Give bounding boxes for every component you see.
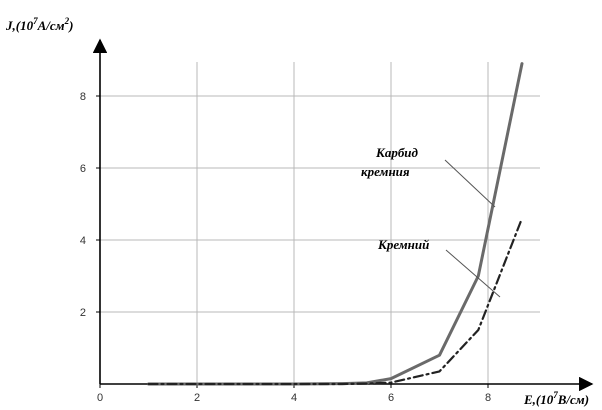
- y-tick-label-3: 8: [80, 91, 86, 103]
- series-line-si: [147, 217, 524, 386]
- y-axis-label-sup2: 2: [64, 16, 70, 26]
- series-label-si: Кремний: [377, 237, 429, 252]
- y-axis-label-close: ): [68, 18, 73, 33]
- grid: [100, 62, 540, 384]
- series-lines: [147, 62, 524, 386]
- axes: [92, 38, 594, 392]
- series-line-sic: [147, 62, 524, 386]
- x-tick-label-0: 0: [97, 392, 103, 404]
- x-tick-label-2: 4: [291, 392, 297, 404]
- tick-labels: 0 2 4 6 8 2 4 6 8: [80, 91, 491, 404]
- x-tick-label-4: 8: [485, 392, 491, 404]
- y-tick-label-2: 6: [80, 163, 86, 175]
- y-axis-label-sup: 7: [33, 16, 38, 26]
- y-axis-label: J,(107A/см2): [5, 16, 73, 33]
- x-axis-label-tail: В/см): [557, 392, 589, 407]
- y-axis-label-tail: A/см: [37, 18, 65, 33]
- x-axis-label: E,(107В/см): [523, 390, 589, 407]
- y-tick-label-1: 4: [80, 235, 86, 247]
- y-tick-label-0: 2: [80, 307, 86, 319]
- x-axis-label-main: E,(10: [523, 392, 554, 407]
- y-axis-label-main: J,(10: [5, 18, 34, 33]
- annotation-pointer-si: [445, 249, 501, 298]
- x-tick-label-1: 2: [194, 392, 200, 404]
- series-label-sic-line2: кремния: [361, 164, 410, 179]
- series-label-sic-line1: Карбид: [375, 145, 419, 160]
- x-tick-label-3: 6: [388, 392, 394, 404]
- x-axis-label-sup: 7: [553, 390, 558, 400]
- annotation-pointer-sic: [444, 159, 496, 208]
- annotations: [444, 159, 501, 298]
